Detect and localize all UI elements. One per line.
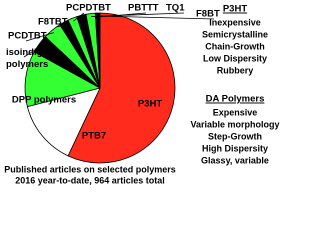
pie-slice xyxy=(94,12,101,89)
caption: 2016 year-to-date, 964 articles total xyxy=(15,175,165,185)
leader-line xyxy=(23,45,42,58)
panel-item: Expensive xyxy=(213,107,258,117)
panel-item: Rubbery xyxy=(217,65,254,75)
panel-title: P3HT xyxy=(223,4,247,15)
panel-item: Inexpensive xyxy=(209,17,261,27)
leader-line xyxy=(55,24,66,28)
pie-slice xyxy=(67,12,176,164)
slice-label: PCPDTBT xyxy=(66,3,111,14)
panel-item: Step-Growth xyxy=(208,131,262,141)
slice-label: isoindigo polymers xyxy=(6,47,48,70)
slice-label: PTB7 xyxy=(82,131,106,142)
slice-label: TQ1 xyxy=(166,3,185,14)
slice-label: PCDTBT xyxy=(8,31,47,42)
panel-item: Low Dispersity xyxy=(203,53,267,63)
panel-item: Glassy, variable xyxy=(201,155,269,165)
chart: P3HT PTB7 DPP polymers isoindigo polymers PCD… xyxy=(4,3,279,186)
panel-item: Semicrystalline xyxy=(202,29,268,39)
slice-label: F8BT xyxy=(196,9,220,20)
slice-label-line: isoindigo xyxy=(6,47,48,58)
slice-label: PBTTT xyxy=(128,3,159,14)
panel-item: Variable morphology xyxy=(190,119,279,129)
panel-item: Chain-Growth xyxy=(205,41,265,51)
pie-slice xyxy=(26,87,101,157)
leader-line xyxy=(25,32,55,42)
panel-item: High Dispersity xyxy=(202,143,268,153)
slice-label: P3HT xyxy=(138,99,162,110)
panel-title: DA Polymers xyxy=(206,94,265,105)
caption: Published articles on selected polymers xyxy=(4,164,176,174)
slice-label: DPP polymers xyxy=(12,95,76,106)
slice-label: F8TBT xyxy=(38,17,68,28)
leader-line xyxy=(97,15,215,20)
slice-label-line: polymers xyxy=(6,59,48,70)
